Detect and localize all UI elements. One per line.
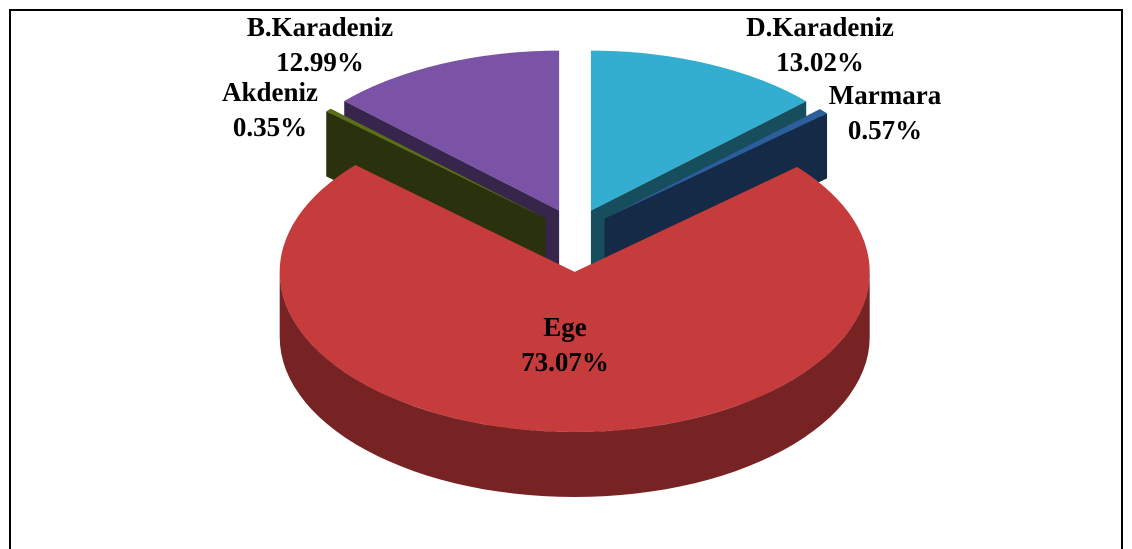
slice-rim [279,272,870,497]
slice [326,108,546,219]
slice [279,164,870,432]
value-label: 0.35% [233,112,307,142]
slice [590,50,807,211]
slice-label: Ege [543,312,587,342]
slice-label: D.Karadeniz [746,12,894,42]
value-label: 13.02% [776,47,864,77]
slice-label: Akdeniz [222,77,318,107]
slice [604,109,828,219]
labels: D.Karadeniz 13.02%Marmara 0.57% Ege 73.07% Ak… [222,12,942,377]
slices [279,50,870,497]
slice-label: B.Karadeniz [247,12,393,42]
value-label: 12.99% [276,47,364,77]
value-label: 73.07% [521,347,609,377]
slice-label: Marmara [829,80,942,110]
slice [344,50,560,211]
value-label: 0.57% [848,115,922,145]
frame [9,9,1123,549]
